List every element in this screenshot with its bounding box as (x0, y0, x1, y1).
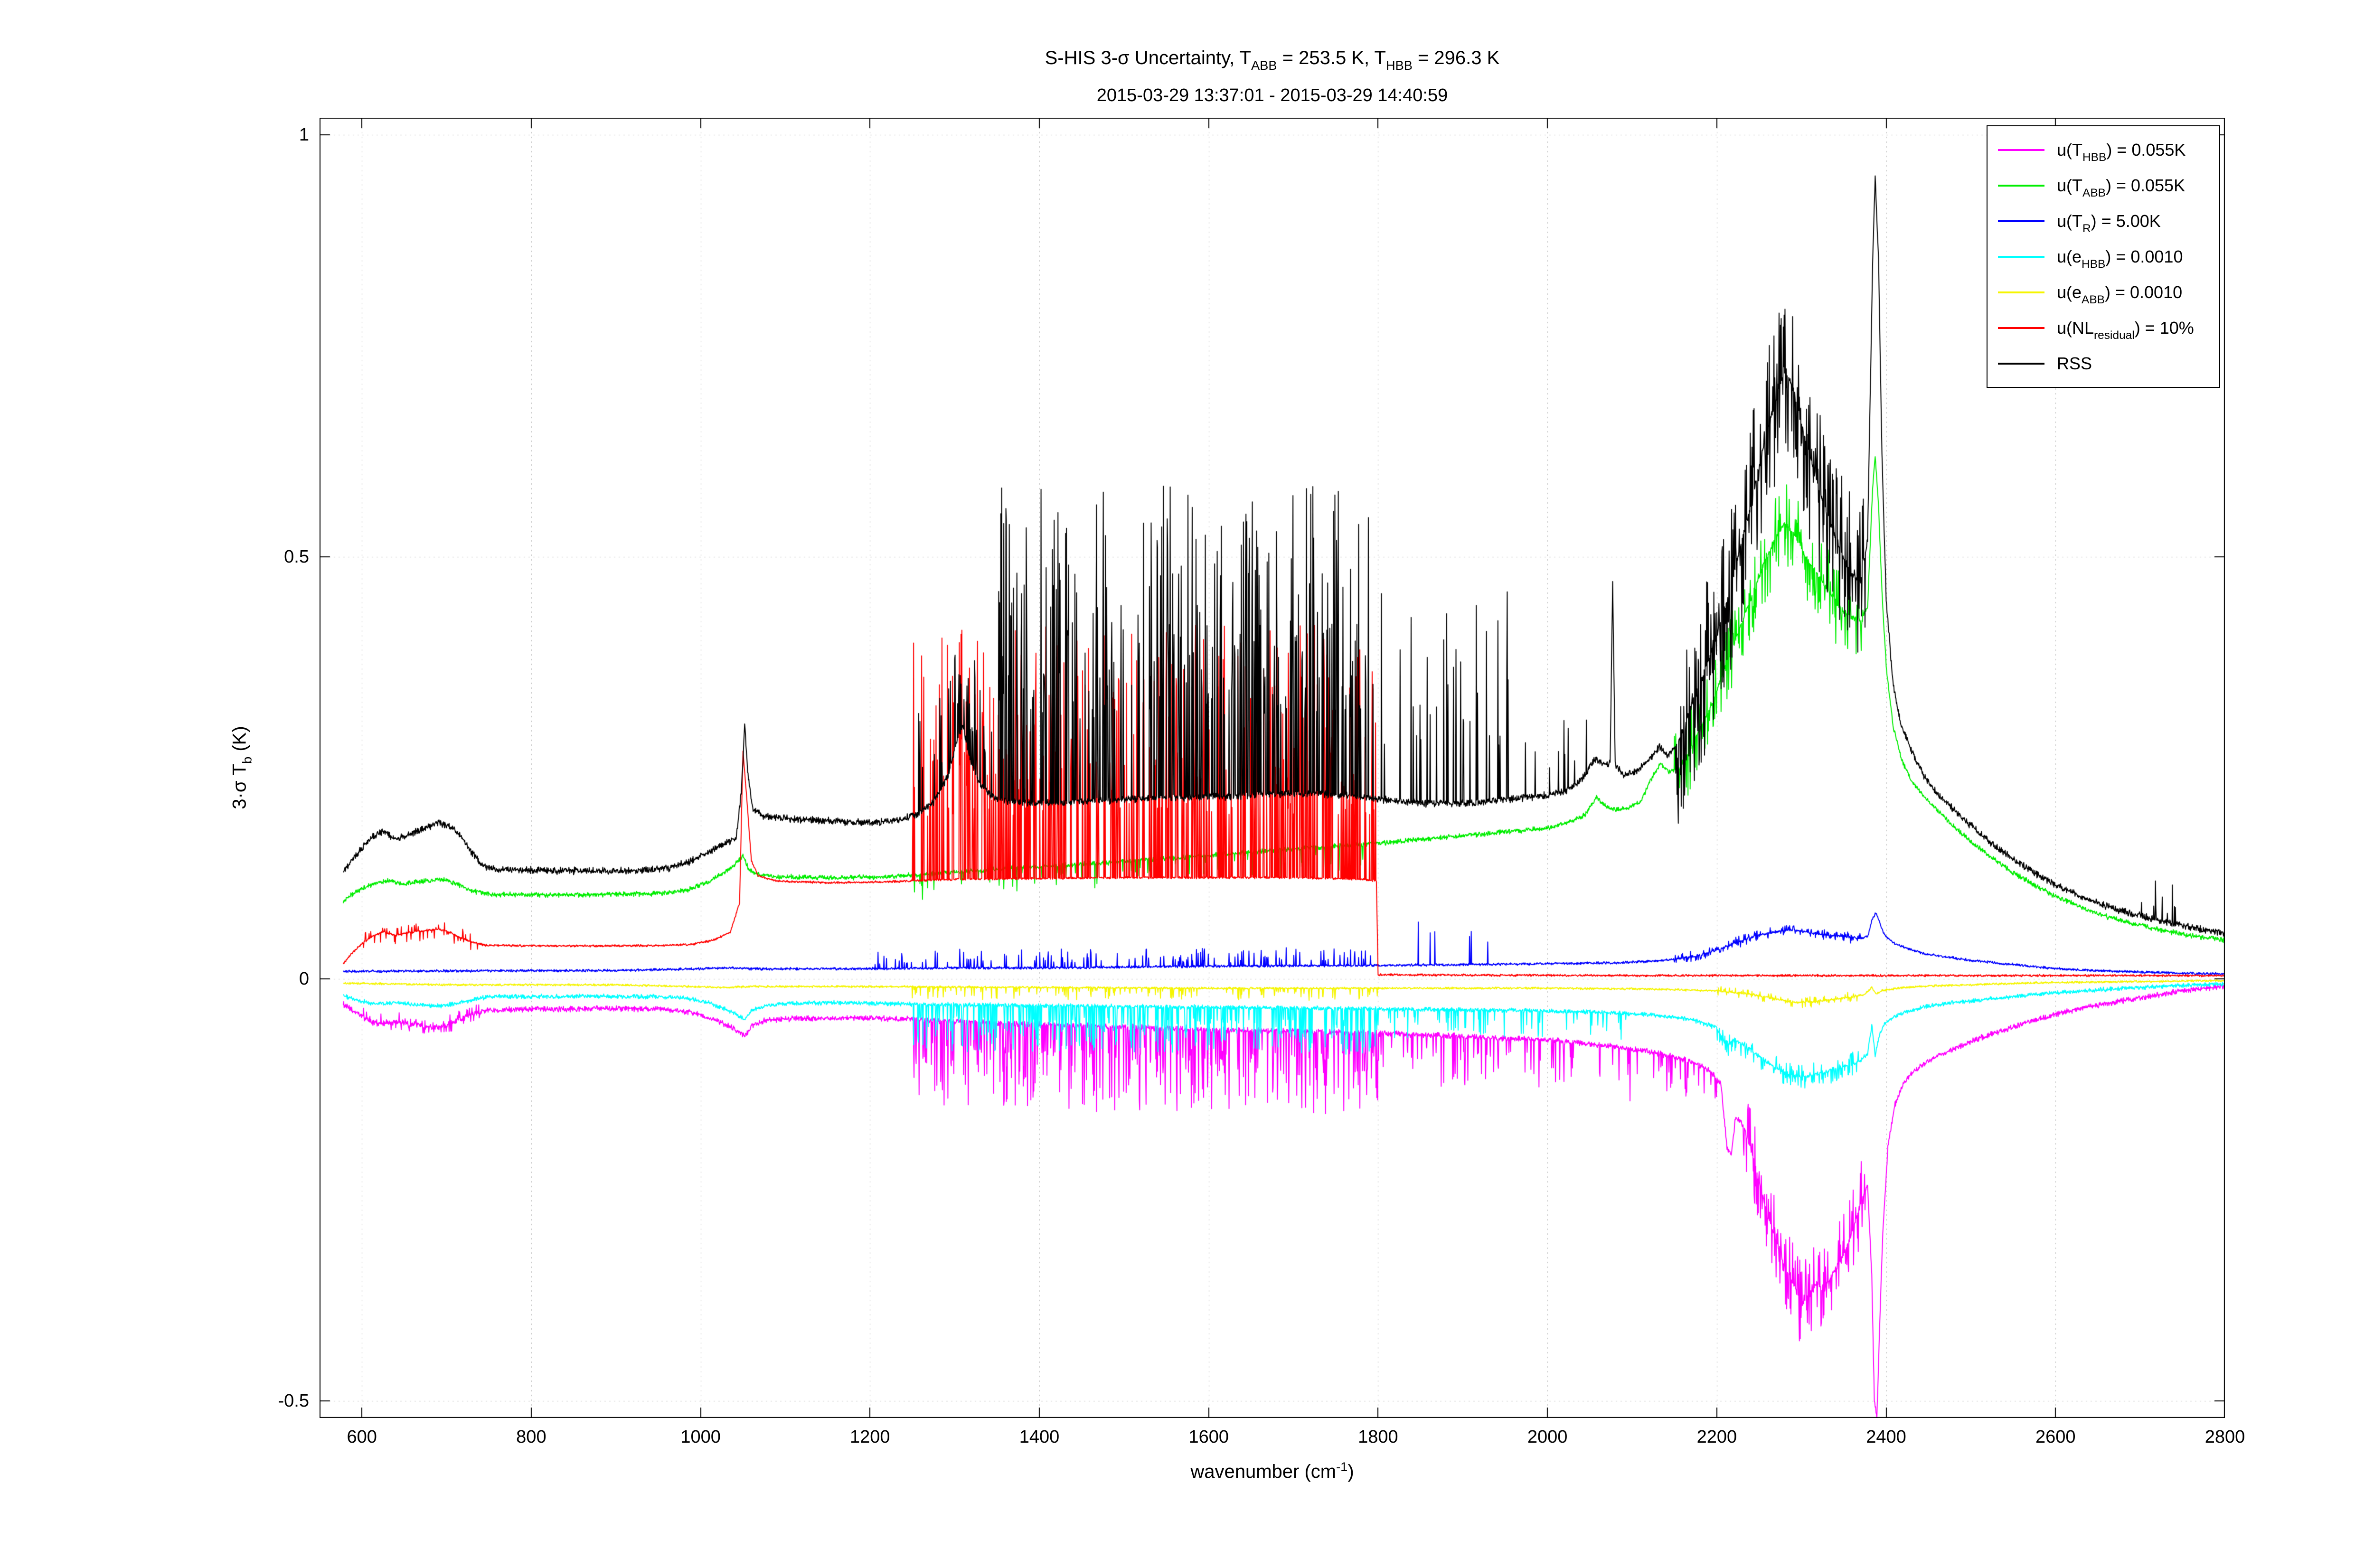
legend-entry: u(NLresidual) = 10% (1988, 310, 2219, 346)
x-tick-label: 600 (347, 1427, 377, 1447)
legend-entry-label: u(THBB) = 0.055K (2057, 140, 2186, 164)
legend-entry: u(TR) = 5.00K (1988, 203, 2219, 239)
x-tick-label: 1600 (1188, 1427, 1229, 1447)
y-tick-label: 1 (299, 124, 309, 145)
legend-line-sample (1998, 291, 2044, 293)
y-axis-label: 3·σ Tb (K) (229, 726, 254, 809)
x-tick-label: 2000 (1527, 1427, 1568, 1447)
legend: u(THBB) = 0.055K u(TABB) = 0.055K u(TR) = … (1987, 125, 2220, 388)
legend-line-sample (1998, 184, 2044, 187)
legend-entry: u(eHBB) = 0.0010 (1988, 239, 2219, 274)
legend-entry-label: u(TABB) = 0.055K (2057, 175, 2186, 199)
x-tick-label: 2800 (2204, 1427, 2245, 1447)
x-tick-label: 2600 (2035, 1427, 2076, 1447)
legend-entry-label: u(eABB) = 0.0010 (2057, 282, 2183, 306)
legend-entry-label: u(eHBB) = 0.0010 (2057, 246, 2183, 271)
legend-entry-label: u(TR) = 5.00K (2057, 211, 2161, 235)
legend-entry: u(THBB) = 0.055K (1988, 132, 2219, 168)
chart-subtitle: 2015-03-29 13:37:01 - 2015-03-29 14:40:5… (1096, 85, 1448, 105)
legend-line-sample (1998, 255, 2044, 258)
legend-entry: u(TABB) = 0.055K (1988, 168, 2219, 203)
legend-entry-label: RSS (2057, 353, 2092, 373)
legend-line-sample (1998, 149, 2044, 151)
x-axis-label: wavenumber (cm-1) (1190, 1459, 1354, 1482)
legend-entry: u(eABB) = 0.0010 (1988, 274, 2219, 310)
x-tick-label: 2200 (1696, 1427, 1737, 1447)
y-tick-label: 0.5 (284, 546, 309, 567)
legend-line-sample (1998, 220, 2044, 222)
y-tick-label: 0 (299, 969, 309, 989)
x-tick-label: 1000 (680, 1427, 721, 1447)
x-tick-label: 1800 (1358, 1427, 1398, 1447)
x-tick-label: 2400 (1866, 1427, 1906, 1447)
x-tick-label: 1200 (850, 1427, 890, 1447)
x-tick-label: 1400 (1019, 1427, 1060, 1447)
legend-line-sample (1998, 362, 2044, 365)
y-tick-label: -0.5 (278, 1391, 309, 1411)
chart-title: S-HIS 3-σ Uncertainty, TABB = 253.5 K, T… (1045, 47, 1500, 73)
x-tick-label: 800 (516, 1427, 546, 1447)
plot-area (320, 118, 2225, 1418)
legend-entry-label: u(NLresidual) = 10% (2057, 318, 2194, 342)
legend-entry: RSS (1988, 346, 2219, 381)
legend-line-sample (1998, 327, 2044, 329)
